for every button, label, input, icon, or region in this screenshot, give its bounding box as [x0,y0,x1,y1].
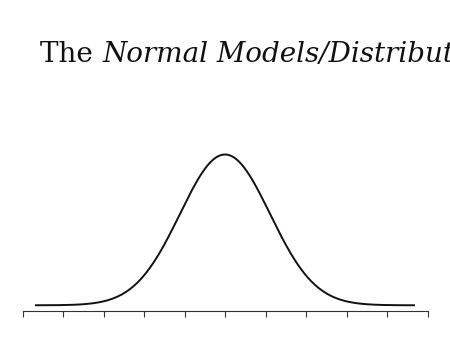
Text: The: The [40,41,102,68]
Text: Normal Models/Distributions: Normal Models/Distributions [102,41,450,68]
